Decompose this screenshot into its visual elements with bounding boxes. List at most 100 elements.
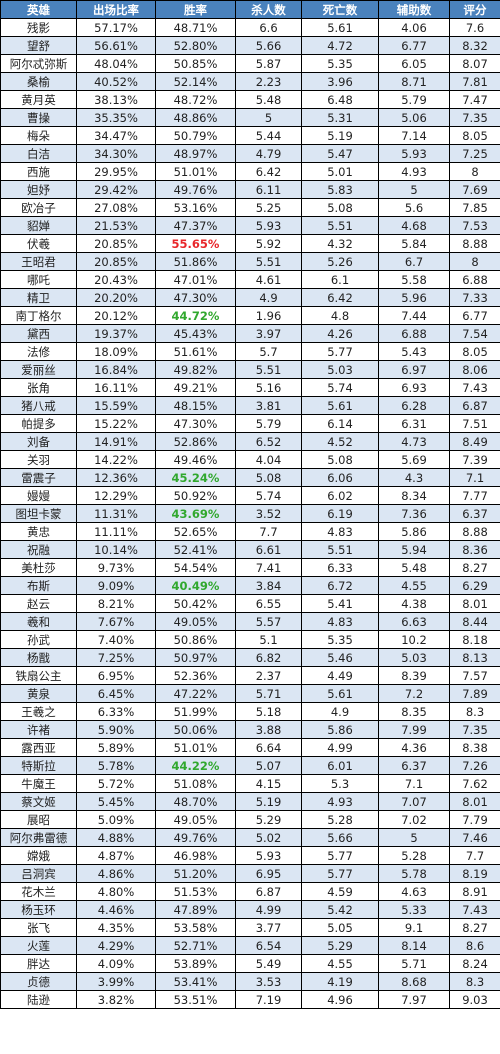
hero-name-cell: 牛魔王 — [0, 774, 77, 793]
table-row: 黛西 19.37% 45.43% 3.97 4.26 6.88 7.54 — [0, 324, 500, 343]
hero-name-cell: 黛西 — [0, 324, 77, 343]
win-rate-cell: 51.01% — [155, 162, 236, 181]
hero-name-cell: 嫦娥 — [0, 846, 77, 865]
pick-rate-cell: 4.86% — [76, 864, 156, 883]
deaths-cell: 5.47 — [301, 144, 379, 163]
hero-name-cell: 杨戬 — [0, 648, 77, 667]
hero-name-cell: 许褚 — [0, 720, 77, 739]
table-row: 王昭君 20.85% 51.86% 5.51 5.26 6.7 8 — [0, 252, 500, 271]
hero-name-cell: 阿尔忒弥斯 — [0, 54, 77, 73]
deaths-cell: 5.08 — [301, 450, 379, 469]
win-rate-cell: 46.98% — [155, 846, 236, 865]
assists-cell: 6.88 — [378, 324, 450, 343]
table-row: 张飞 4.35% 53.58% 3.77 5.05 9.1 8.27 — [0, 918, 500, 937]
table-row: 曹操 35.35% 48.86% 5 5.31 5.06 7.35 — [0, 108, 500, 127]
pick-rate-cell: 38.13% — [76, 90, 156, 109]
rating-cell: 8.19 — [449, 864, 500, 883]
win-rate-cell: 53.89% — [155, 954, 236, 973]
rating-cell: 8.38 — [449, 738, 500, 757]
header-rating: 评分 — [449, 0, 500, 19]
header-pick-rate: 出场比率 — [76, 0, 156, 19]
assists-cell: 7.99 — [378, 720, 450, 739]
deaths-cell: 4.26 — [301, 324, 379, 343]
pick-rate-cell: 5.72% — [76, 774, 156, 793]
kills-cell: 5.93 — [235, 216, 302, 235]
rating-cell: 8.44 — [449, 612, 500, 631]
kills-cell: 1.96 — [235, 306, 302, 325]
pick-rate-cell: 7.40% — [76, 630, 156, 649]
rating-cell: 7.43 — [449, 900, 500, 919]
kills-cell: 5.79 — [235, 414, 302, 433]
hero-name-cell: 阿尔弗雷德 — [0, 828, 77, 847]
rating-cell: 8.18 — [449, 630, 500, 649]
hero-name-cell: 欧冶子 — [0, 198, 77, 217]
deaths-cell: 5.35 — [301, 630, 379, 649]
hero-name-cell: 特斯拉 — [0, 756, 77, 775]
win-rate-cell: 52.71% — [155, 936, 236, 955]
deaths-cell: 5.26 — [301, 252, 379, 271]
assists-cell: 6.05 — [378, 54, 450, 73]
deaths-cell: 5.83 — [301, 180, 379, 199]
hero-name-cell: 图坦卡蒙 — [0, 504, 77, 523]
rating-cell: 8.36 — [449, 540, 500, 559]
deaths-cell: 5.35 — [301, 54, 379, 73]
deaths-cell: 4.96 — [301, 990, 379, 1009]
hero-name-cell: 曹操 — [0, 108, 77, 127]
kills-cell: 3.97 — [235, 324, 302, 343]
pick-rate-cell: 5.89% — [76, 738, 156, 757]
rating-cell: 7.69 — [449, 180, 500, 199]
assists-cell: 4.63 — [378, 882, 450, 901]
assists-cell: 8.68 — [378, 972, 450, 991]
deaths-cell: 5.19 — [301, 126, 379, 145]
table-row: 贞德 3.99% 53.41% 3.53 4.19 8.68 8.3 — [0, 972, 500, 991]
assists-cell: 5 — [378, 828, 450, 847]
table-row: 胖达 4.09% 53.89% 5.49 4.55 5.71 8.24 — [0, 954, 500, 973]
assists-cell: 4.55 — [378, 576, 450, 595]
rating-cell: 8.01 — [449, 594, 500, 613]
table-row: 伏羲 20.85% 55.65% 5.92 4.32 5.84 8.88 — [0, 234, 500, 253]
win-rate-cell: 48.70% — [155, 792, 236, 811]
kills-cell: 5.07 — [235, 756, 302, 775]
hero-name-cell: 布斯 — [0, 576, 77, 595]
win-rate-cell: 48.71% — [155, 18, 236, 37]
deaths-cell: 6.19 — [301, 504, 379, 523]
deaths-cell: 5.29 — [301, 936, 379, 955]
pick-rate-cell: 10.14% — [76, 540, 156, 559]
table-row: 哪吒 20.43% 47.01% 4.61 6.1 5.58 6.88 — [0, 270, 500, 289]
pick-rate-cell: 5.45% — [76, 792, 156, 811]
assists-cell: 6.37 — [378, 756, 450, 775]
kills-cell: 5.74 — [235, 486, 302, 505]
win-rate-cell: 47.22% — [155, 684, 236, 703]
deaths-cell: 5.86 — [301, 720, 379, 739]
table-row: 孙武 7.40% 50.86% 5.1 5.35 10.2 8.18 — [0, 630, 500, 649]
deaths-cell: 4.8 — [301, 306, 379, 325]
rating-cell: 7.39 — [449, 450, 500, 469]
rating-cell: 8.27 — [449, 558, 500, 577]
assists-cell: 8.14 — [378, 936, 450, 955]
win-rate-cell: 53.51% — [155, 990, 236, 1009]
assists-cell: 4.38 — [378, 594, 450, 613]
win-rate-cell: 47.01% — [155, 270, 236, 289]
kills-cell: 5.48 — [235, 90, 302, 109]
pick-rate-cell: 21.53% — [76, 216, 156, 235]
deaths-cell: 5.41 — [301, 594, 379, 613]
kills-cell: 5.71 — [235, 684, 302, 703]
kills-cell: 7.19 — [235, 990, 302, 1009]
kills-cell: 6.54 — [235, 936, 302, 955]
assists-cell: 6.77 — [378, 36, 450, 55]
win-rate-cell: 51.53% — [155, 882, 236, 901]
kills-cell: 6.6 — [235, 18, 302, 37]
pick-rate-cell: 34.47% — [76, 126, 156, 145]
kills-cell: 5.19 — [235, 792, 302, 811]
table-row: 关羽 14.22% 49.46% 4.04 5.08 5.69 7.39 — [0, 450, 500, 469]
rating-cell: 8.6 — [449, 936, 500, 955]
assists-cell: 4.3 — [378, 468, 450, 487]
table-row: 张角 16.11% 49.21% 5.16 5.74 6.93 7.43 — [0, 378, 500, 397]
rating-cell: 7.1 — [449, 468, 500, 487]
rating-cell: 8.32 — [449, 36, 500, 55]
pick-rate-cell: 35.35% — [76, 108, 156, 127]
assists-cell: 5.33 — [378, 900, 450, 919]
assists-cell: 7.44 — [378, 306, 450, 325]
hero-name-cell: 南丁格尔 — [0, 306, 77, 325]
deaths-cell: 5.77 — [301, 846, 379, 865]
